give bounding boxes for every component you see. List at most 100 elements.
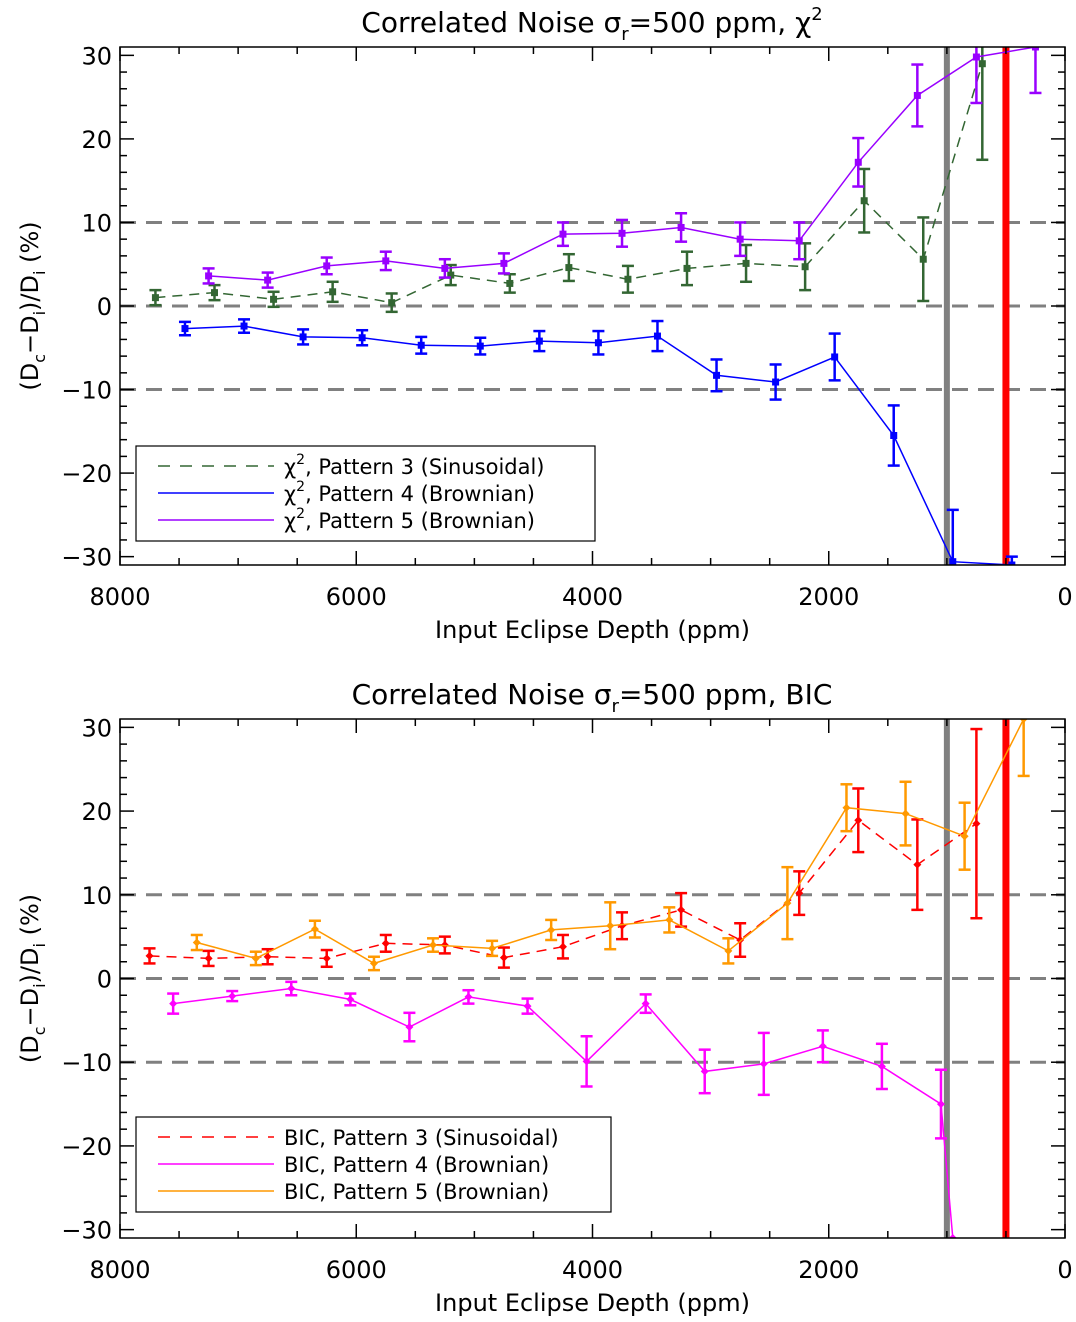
data-point <box>736 235 744 243</box>
data-point <box>677 223 685 231</box>
chart-title: Correlated Noise σr=500 ppm, BIC <box>352 678 833 717</box>
data-point <box>358 334 366 342</box>
data-point <box>535 337 543 345</box>
y-tick-label: 0 <box>97 293 112 321</box>
data-point <box>151 294 159 302</box>
data-point <box>263 952 272 961</box>
data-point <box>683 264 691 272</box>
data-point <box>653 332 661 340</box>
legend-label: BIC, Pattern 3 (Sinusoidal) <box>284 1126 559 1150</box>
data-point <box>346 995 355 1004</box>
y-tick-label: 20 <box>81 126 112 154</box>
data-point <box>919 255 927 263</box>
data-point <box>759 1059 768 1068</box>
y-tick-label: −10 <box>61 377 112 405</box>
data-point <box>801 263 809 271</box>
data-point <box>772 378 780 386</box>
data-point <box>783 899 792 908</box>
x-tick-label: 8000 <box>89 583 150 611</box>
x-axis-label: Input Eclipse Depth (ppm) <box>435 616 750 644</box>
data-point <box>441 264 449 272</box>
y-tick-label: −30 <box>61 1217 112 1245</box>
data-point <box>464 992 473 1001</box>
data-point <box>204 954 213 963</box>
legend-label: BIC, Pattern 5 (Brownian) <box>284 1180 549 1204</box>
data-point <box>972 819 981 828</box>
series-1 <box>143 727 983 969</box>
data-point <box>264 276 272 284</box>
x-axis-label: Input Eclipse Depth (ppm) <box>435 1289 750 1317</box>
data-point <box>854 158 862 166</box>
data-point <box>417 341 425 349</box>
y-tick-label: 30 <box>81 714 112 742</box>
series-2 <box>167 980 957 1238</box>
series-2 <box>178 318 1018 565</box>
data-point <box>1019 719 1028 723</box>
data-point <box>700 1067 709 1076</box>
y-tick-label: −20 <box>61 460 112 488</box>
x-tick-label: 6000 <box>326 1256 387 1284</box>
data-point <box>382 257 390 265</box>
data-point <box>488 944 497 953</box>
series-line <box>155 63 984 304</box>
data-point <box>211 289 218 297</box>
data-point <box>677 905 686 914</box>
data-point <box>228 992 237 1001</box>
plot-region <box>120 719 1065 1238</box>
data-point <box>1031 47 1039 51</box>
data-point <box>842 803 851 812</box>
y-tick-label: −30 <box>61 544 112 572</box>
data-point <box>854 816 863 825</box>
data-point <box>429 941 438 950</box>
data-point <box>713 371 721 379</box>
series-3 <box>202 47 1042 289</box>
data-point <box>251 954 260 963</box>
legend-label: χ2, Pattern 4 (Brownian) <box>284 479 535 506</box>
data-point <box>381 939 390 948</box>
data-point <box>240 322 248 330</box>
data-point <box>205 272 213 280</box>
legend-label: χ2, Pattern 5 (Brownian) <box>284 506 535 533</box>
data-point <box>299 333 307 341</box>
data-point <box>972 53 980 61</box>
data-point <box>169 999 178 1008</box>
data-point <box>618 229 626 237</box>
data-point <box>724 946 733 955</box>
x-tick-label: 4000 <box>562 583 623 611</box>
x-tick-label: 2000 <box>798 1256 859 1284</box>
y-tick-label: 10 <box>81 882 112 910</box>
data-point <box>948 1234 957 1238</box>
data-point <box>1008 561 1016 565</box>
legend: BIC, Pattern 3 (Sinusoidal) BIC, Pattern … <box>135 1116 612 1213</box>
data-point <box>447 271 455 279</box>
data-point <box>960 832 969 841</box>
data-point <box>742 259 750 267</box>
y-tick-label: 10 <box>81 209 112 237</box>
chart-panel-bic: Correlated Noise σr=500 ppm, BIC 8000 600… <box>16 678 1073 1317</box>
data-point <box>181 325 189 333</box>
data-point <box>500 259 508 267</box>
data-point <box>641 999 650 1008</box>
series-1 <box>149 47 989 314</box>
data-point <box>547 925 556 934</box>
series-3 <box>190 719 1030 972</box>
data-point <box>594 339 602 347</box>
data-point <box>565 264 573 272</box>
data-point <box>323 262 331 270</box>
data-point <box>476 342 484 350</box>
data-point <box>618 921 627 930</box>
data-point <box>795 889 804 898</box>
data-point <box>559 230 567 238</box>
data-point <box>506 279 514 287</box>
x-tick-label: 0 <box>1057 583 1072 611</box>
plot-region <box>120 47 1065 565</box>
data-point <box>388 299 396 307</box>
y-axis-label: (Dc−Di)/Di (%) <box>16 221 49 390</box>
chart-title: Correlated Noise σr=500 ppm, χ2 <box>361 4 822 45</box>
data-point <box>890 432 898 439</box>
data-point <box>310 925 319 934</box>
data-point <box>582 1057 591 1066</box>
legend: χ2, Pattern 3 (Sinusoidal)χ2, Pattern 4 … <box>135 445 596 542</box>
data-point <box>499 953 508 962</box>
